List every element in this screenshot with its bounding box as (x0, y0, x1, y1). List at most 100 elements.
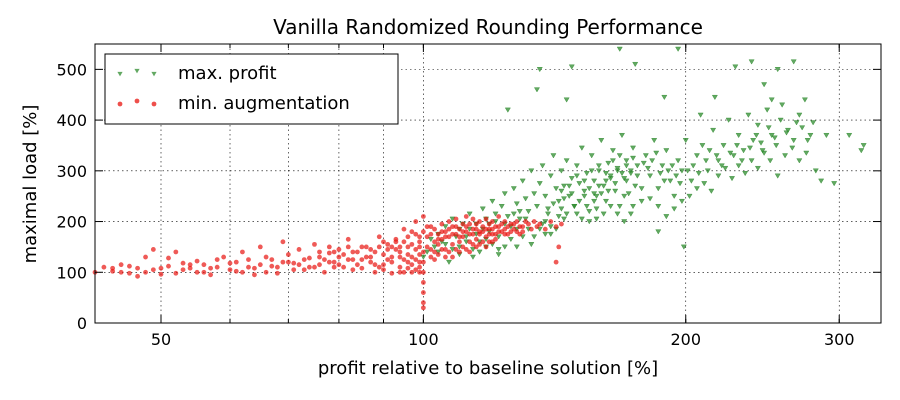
data-point (166, 255, 171, 261)
legend-marker-max-profit (117, 68, 157, 77)
data-point (742, 171, 749, 177)
data-point (432, 249, 437, 255)
data-point (578, 145, 585, 151)
data-point (457, 239, 462, 245)
data-point (417, 259, 422, 265)
data-point (446, 226, 452, 232)
data-point (573, 173, 580, 179)
data-point (201, 269, 207, 275)
data-point (424, 244, 430, 250)
data-point (764, 107, 771, 113)
data-point (296, 262, 302, 268)
data-point (732, 64, 739, 70)
data-point (405, 234, 411, 240)
data-point (354, 262, 360, 268)
data-point (233, 268, 239, 274)
data-point (424, 249, 431, 255)
data-point (439, 236, 445, 242)
data-point (655, 229, 662, 235)
data-point (467, 239, 473, 245)
x-axis-ticks: 50 100 200 300 (151, 44, 855, 349)
data-point (661, 178, 668, 184)
data-point (619, 133, 625, 139)
data-point (463, 224, 469, 230)
data-point (460, 221, 466, 227)
data-point (354, 249, 360, 255)
data-point (659, 163, 666, 169)
data-point (450, 241, 455, 247)
data-point (547, 224, 554, 230)
x-tick-label: 100 (408, 330, 439, 349)
data-point (706, 148, 713, 154)
data-point (173, 249, 179, 255)
data-point (420, 280, 426, 285)
data-point (581, 188, 588, 194)
data-point (581, 193, 588, 199)
data-point (528, 226, 534, 232)
data-point (657, 171, 664, 177)
data-point (280, 259, 286, 265)
data-point (187, 262, 193, 268)
data-point (420, 290, 426, 295)
data-point (401, 269, 407, 275)
data-point (708, 188, 715, 194)
data-point (417, 234, 422, 240)
data-point (553, 224, 559, 230)
data-point (263, 254, 269, 260)
x-tick-label: 50 (151, 330, 171, 349)
legend: max. profit min. augmentation (104, 53, 399, 125)
data-point (252, 272, 257, 278)
data-point (393, 247, 399, 252)
data-point (389, 270, 395, 276)
data-point (420, 249, 426, 255)
data-point (493, 231, 498, 237)
data-point (389, 244, 395, 250)
data-point (774, 173, 781, 179)
data-point (322, 269, 327, 275)
data-point (542, 231, 549, 237)
data-point (457, 226, 462, 232)
data-point (846, 133, 853, 139)
data-point (413, 231, 419, 237)
data-point (350, 257, 356, 262)
data-point (489, 198, 496, 204)
data-point (649, 158, 656, 164)
data-point (381, 262, 386, 268)
data-point (568, 191, 575, 197)
data-point (630, 155, 636, 161)
data-point (750, 138, 757, 144)
data-point (158, 265, 164, 271)
legend-marker-min-augmentation (117, 98, 157, 107)
data-point (473, 244, 479, 250)
data-point (463, 247, 469, 252)
data-point (690, 163, 697, 169)
data-point (417, 239, 422, 245)
data-point (417, 244, 422, 250)
data-point (614, 166, 621, 172)
data-point (754, 122, 761, 128)
data-point (556, 244, 562, 250)
data-point (301, 257, 307, 262)
data-point (729, 176, 735, 182)
data-point (545, 206, 551, 212)
data-point (393, 236, 399, 242)
data-point (790, 59, 797, 65)
data-point (460, 229, 466, 235)
data-point (550, 153, 557, 159)
data-point (435, 236, 441, 242)
data-point (525, 209, 532, 215)
data-point (381, 239, 386, 245)
data-point (553, 259, 559, 265)
data-point (306, 264, 312, 270)
data-point (194, 269, 200, 275)
series-max-profit (420, 46, 867, 265)
data-point (221, 254, 227, 260)
data-point (187, 265, 193, 271)
data-point (653, 150, 660, 156)
data-point (194, 258, 200, 264)
data-point (442, 242, 449, 248)
data-point (417, 252, 422, 257)
data-point (443, 234, 448, 240)
data-point (173, 270, 179, 276)
data-point (745, 112, 752, 118)
